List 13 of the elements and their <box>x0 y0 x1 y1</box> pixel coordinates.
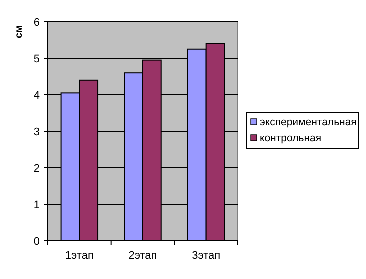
x-tick-label: 1этап <box>65 250 94 262</box>
y-tick-label: 0 <box>34 236 40 248</box>
y-tick-label: 4 <box>34 90 40 102</box>
y-axis-title: см <box>14 26 25 38</box>
y-tick-label: 3 <box>34 126 40 138</box>
y-tick-label: 1 <box>34 199 40 212</box>
x-tick-label: 2этап <box>128 250 158 262</box>
y-tick-label: 6 <box>34 16 40 29</box>
y-tick-label: 5 <box>34 53 40 66</box>
legend-label: контрольная <box>260 132 322 145</box>
x-tick-label: 3этап <box>192 250 221 262</box>
y-tick-label: 2 <box>34 162 40 175</box>
legend-label: экспериментальная <box>260 116 357 129</box>
